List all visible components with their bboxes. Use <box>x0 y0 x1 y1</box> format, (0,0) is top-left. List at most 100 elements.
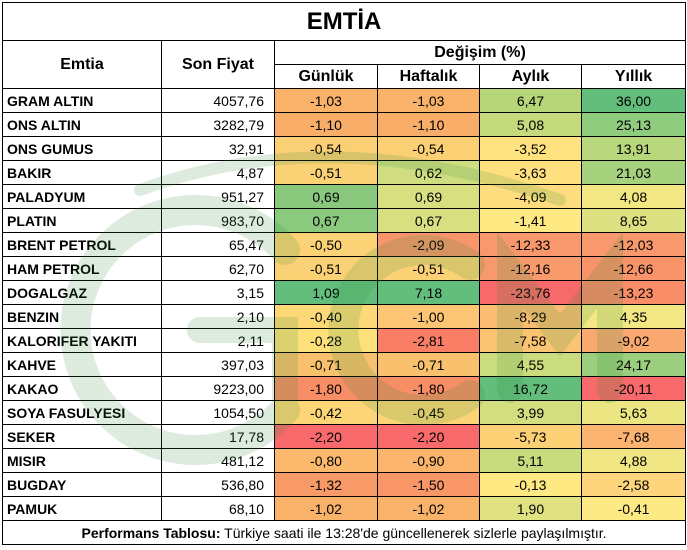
weekly-change-cell: -1,80 <box>377 376 480 401</box>
monthly-change-cell: -1,41 <box>479 208 582 233</box>
weekly-change-cell: 0,69 <box>377 184 480 209</box>
last-price-cell: 3,15 <box>161 280 275 305</box>
yearly-change-cell: -20,11 <box>580 376 687 401</box>
last-price-cell: 4,87 <box>161 160 275 185</box>
yearly-change-cell: -7,68 <box>580 424 687 449</box>
table-row: PLATIN 983,70 0,67 0,67 -1,41 8,65 <box>2 208 687 233</box>
commodity-name: ONS GUMUS <box>2 136 162 161</box>
weekly-change-cell: -0,45 <box>377 400 480 425</box>
daily-change-cell: -0,50 <box>274 232 378 257</box>
daily-change-cell: -1,10 <box>274 112 378 137</box>
weekly-change-cell: -1,00 <box>377 304 480 329</box>
daily-change-cell: 0,67 <box>274 208 378 233</box>
commodity-name: MISIR <box>2 448 162 473</box>
monthly-change-cell: 4,55 <box>479 352 582 377</box>
yearly-change-cell: 36,00 <box>580 88 687 113</box>
daily-change-cell: -0,80 <box>274 448 378 473</box>
commodity-name: DOGALGAZ <box>2 280 162 305</box>
commodity-name: PLATIN <box>2 208 162 233</box>
last-price-cell: 2,11 <box>161 328 275 353</box>
commodity-name: PALADYUM <box>2 184 162 209</box>
yearly-change-cell: 4,08 <box>580 184 687 209</box>
weekly-change-cell: -0,54 <box>377 136 480 161</box>
table-title: EMTİA <box>1 2 687 41</box>
last-price-cell: 481,12 <box>161 448 275 473</box>
monthly-change-cell: 16,72 <box>479 376 582 401</box>
yearly-change-cell: -0,41 <box>580 496 687 521</box>
weekly-change-cell: -2,20 <box>377 424 480 449</box>
table-row: PALADYUM 951,27 0,69 0,69 -4,09 4,08 <box>2 184 687 209</box>
header-weekly: Haftalık <box>377 64 480 89</box>
daily-change-cell: -0,71 <box>274 352 378 377</box>
yearly-change-cell: 25,13 <box>580 112 687 137</box>
commodity-name: PAMUK <box>2 496 162 521</box>
table-row: BAKIR 4,87 -0,51 0,62 -3,63 21,03 <box>2 160 687 185</box>
footer-text: Türkiye saati ile 13:28'de güncellenerek… <box>220 524 607 541</box>
weekly-change-cell: -2,81 <box>377 328 480 353</box>
yearly-change-cell: 4,35 <box>580 304 687 329</box>
daily-change-cell: -2,20 <box>274 424 378 449</box>
yearly-change-cell: 13,91 <box>580 136 687 161</box>
monthly-change-cell: -3,52 <box>479 136 582 161</box>
last-price-cell: 62,70 <box>161 256 275 281</box>
commodity-name: KALORIFER YAKITI <box>2 328 162 353</box>
monthly-change-cell: -4,09 <box>479 184 582 209</box>
table-row: KALORIFER YAKITI 2,11 -0,28 -2,81 -7,58 -9,02 <box>2 328 687 353</box>
table-row: BENZIN 2,10 -0,40 -1,00 -8,29 4,35 <box>2 304 687 329</box>
last-price-cell: 2,10 <box>161 304 275 329</box>
yearly-change-cell: 24,17 <box>580 352 687 377</box>
daily-change-cell: -0,28 <box>274 328 378 353</box>
yearly-change-cell: -9,02 <box>580 328 687 353</box>
commodity-name: BAKIR <box>2 160 162 185</box>
commodity-name: GRAM ALTIN <box>2 88 162 113</box>
yearly-change-cell: -12,03 <box>580 232 687 257</box>
commodity-name: ONS ALTIN <box>2 112 162 137</box>
last-price-cell: 4057,76 <box>161 88 275 113</box>
yearly-change-cell: -12,66 <box>580 256 687 281</box>
last-price-cell: 68,10 <box>161 496 275 521</box>
table-row: MISIR 481,12 -0,80 -0,90 5,11 4,88 <box>2 448 687 473</box>
weekly-change-cell: -1,50 <box>377 472 480 497</box>
daily-change-cell: -0,54 <box>274 136 378 161</box>
last-price-cell: 397,03 <box>161 352 275 377</box>
header-yearly: Yıllık <box>580 64 687 89</box>
header-monthly: Aylık <box>479 64 582 89</box>
commodity-name: BENZIN <box>2 304 162 329</box>
last-price-cell: 9223,00 <box>161 376 275 401</box>
commodity-name: BRENT PETROL <box>2 232 162 257</box>
monthly-change-cell: -7,58 <box>479 328 582 353</box>
daily-change-cell: -1,32 <box>274 472 378 497</box>
monthly-change-cell: -12,16 <box>479 256 582 281</box>
weekly-change-cell: 0,67 <box>377 208 480 233</box>
table-row: HAM PETROL 62,70 -0,51 -0,51 -12,16 -12,66 <box>2 256 687 281</box>
last-price-cell: 1054,50 <box>161 400 275 425</box>
table-row: KAKAO 9223,00 -1,80 -1,80 16,72 -20,11 <box>2 376 687 401</box>
monthly-change-cell: 5,11 <box>479 448 582 473</box>
commodity-name: KAKAO <box>2 376 162 401</box>
monthly-change-cell: -0,13 <box>479 472 582 497</box>
weekly-change-cell: -1,02 <box>377 496 480 521</box>
yearly-change-cell: -2,58 <box>580 472 687 497</box>
table-row: SOYA FASULYESI 1054,50 -0,42 -0,45 3,99 5,63 <box>2 400 687 425</box>
last-price-cell: 65,47 <box>161 232 275 257</box>
weekly-change-cell: -0,90 <box>377 448 480 473</box>
last-price-cell: 983,70 <box>161 208 275 233</box>
weekly-change-cell: 7,18 <box>377 280 480 305</box>
commodity-name: BUGDAY <box>2 472 162 497</box>
weekly-change-cell: -1,10 <box>377 112 480 137</box>
yearly-change-cell: 8,65 <box>580 208 687 233</box>
yearly-change-cell: 5,63 <box>580 400 687 425</box>
header-daily: Günlük <box>274 64 378 89</box>
commodity-name: SOYA FASULYESI <box>2 400 162 425</box>
footer-note: Performans Tablosu: Türkiye saati ile 13… <box>1 520 687 545</box>
monthly-change-cell: -5,73 <box>479 424 582 449</box>
daily-change-cell: -0,40 <box>274 304 378 329</box>
table-row: ONS ALTIN 3282,79 -1,10 -1,10 5,08 25,13 <box>2 112 687 137</box>
table-row: DOGALGAZ 3,15 1,09 7,18 -23,76 -13,23 <box>2 280 687 305</box>
table-row: ONS GUMUS 32,91 -0,54 -0,54 -3,52 13,91 <box>2 136 687 161</box>
daily-change-cell: 1,09 <box>274 280 378 305</box>
last-price-cell: 536,80 <box>161 472 275 497</box>
last-price-cell: 3282,79 <box>161 112 275 137</box>
weekly-change-cell: -1,03 <box>377 88 480 113</box>
